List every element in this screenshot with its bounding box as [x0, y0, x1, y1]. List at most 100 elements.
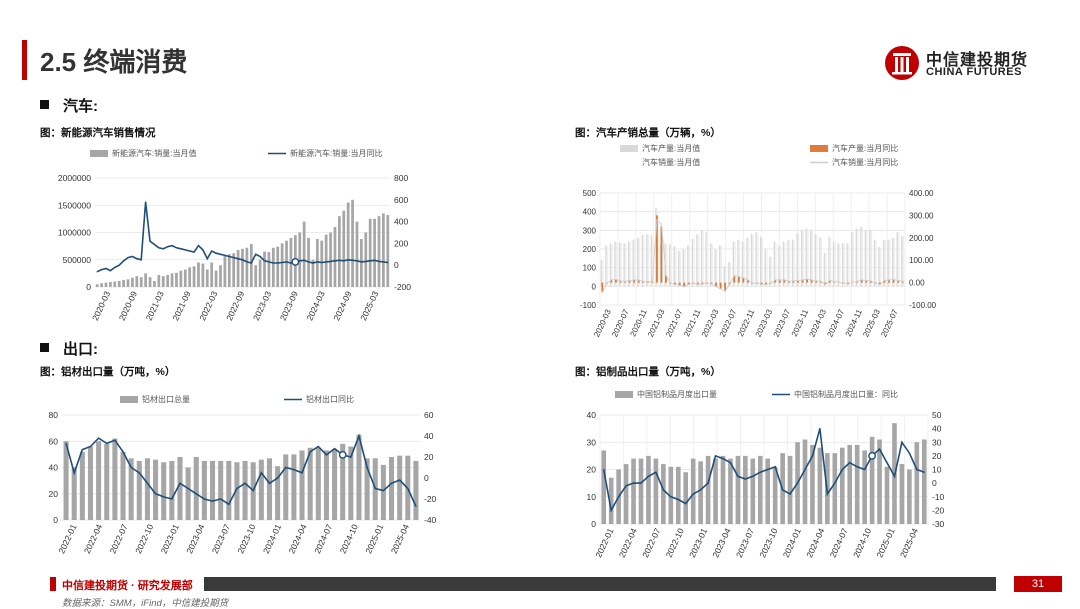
bar-al-products [900, 464, 905, 524]
bar-al-products [915, 442, 920, 524]
x-tick-label: 2024-04 [286, 522, 308, 555]
legend-swatch [615, 391, 633, 398]
line-al-export-yoy-point [212, 501, 213, 502]
bar-auto-production [619, 242, 620, 286]
y-tick-right: 40 [932, 424, 942, 434]
y-tick-left: 0 [591, 519, 596, 529]
chart-al-products: 40302010050403020100-10-20-30中国铝制品月度出口量中… [570, 380, 970, 570]
bar-auto-production [869, 230, 870, 286]
bar-nev-sales [224, 256, 227, 287]
y-tick-right: 30 [932, 437, 942, 447]
line-nev-yoy-point [189, 250, 190, 251]
line-al-export-yoy-point [407, 488, 408, 489]
line-auto-sales-yoy-point [770, 283, 771, 284]
bar-nev-sales [351, 200, 354, 287]
bar-auto-sales [812, 231, 813, 287]
bar-auto-sales [848, 244, 849, 287]
line-auto-sales-yoy-point [670, 283, 671, 284]
bar-auto-production [719, 245, 720, 286]
bar-auto-production-yoy [811, 280, 813, 282]
line-al-products-yoy-point [685, 503, 686, 504]
bar-auto-sales [857, 229, 858, 286]
bar-auto-sales [693, 239, 694, 286]
line-al-export-yoy-point [98, 438, 99, 439]
legend-swatch [120, 396, 138, 403]
line-nev-yoy-point [330, 261, 331, 262]
line-auto-sales-yoy-point [820, 281, 821, 282]
legend-swatch [90, 150, 108, 157]
y-tick-right: 200.00 [909, 234, 934, 243]
y-tick-right: 50 [932, 410, 942, 420]
bar-auto-production [874, 240, 875, 287]
line-al-export-yoy-point [391, 483, 392, 484]
line-auto-sales-yoy-point [720, 288, 721, 289]
bar-auto-sales [671, 245, 672, 286]
bar-auto-production [633, 240, 634, 287]
line-al-products-yoy-point [879, 448, 880, 449]
bar-al-export [194, 457, 199, 520]
line-al-export-yoy [66, 436, 416, 506]
x-tick-label: 2023-04 [184, 522, 206, 555]
line-nev-yoy-point [308, 261, 309, 262]
bar-nev-sales [316, 239, 319, 287]
data-source: 数据来源：SMM，iFind，中信建投期货 [62, 595, 228, 609]
bar-auto-sales [675, 247, 676, 287]
bar-auto-production [623, 243, 624, 286]
x-tick-label: 2022-01 [56, 522, 78, 555]
line-al-products-yoy-point [864, 469, 865, 470]
y-tick-right: 0 [394, 260, 399, 270]
bar-nev-sales [347, 203, 350, 287]
line-auto-sales-yoy-point [697, 284, 698, 285]
line-al-export-yoy-point [220, 498, 221, 499]
bar-nev-sales [254, 265, 257, 287]
line-auto-sales-yoy-point [652, 281, 653, 282]
line-al-products-yoy-point [782, 489, 783, 490]
line-al-export-yoy-point [163, 496, 164, 497]
bar-auto-sales [834, 242, 835, 286]
footer-org: 中信建投期货 · 研究发展部 [62, 577, 193, 593]
chart-title-al-export: 图：铝材出口量（万吨，%） [40, 364, 175, 379]
x-tick-label: 2025-03 [358, 289, 380, 322]
bar-auto-sales [885, 240, 886, 286]
x-tick-label: 2022-07 [640, 526, 662, 559]
chart-title-al-products: 图：铝制品出口量（万吨，%） [575, 364, 721, 379]
y-tick-right: -40 [424, 515, 437, 525]
bar-al-products [624, 464, 629, 524]
y-tick-right: 100.00 [909, 256, 934, 265]
line-auto-sales-yoy-point [875, 283, 876, 284]
line-nev-yoy-point [237, 258, 238, 259]
bar-al-export [397, 456, 402, 520]
line-auto-sales-yoy-point [847, 283, 848, 284]
y-tick-left: 500 [583, 189, 597, 198]
line-auto-sales-yoy-point [606, 283, 607, 284]
bar-al-products [691, 459, 696, 524]
x-tick-label: 2024-07 [828, 526, 850, 559]
line-al-products-yoy-point [804, 469, 805, 470]
line-auto-sales-yoy-point [829, 280, 830, 281]
line-al-products-yoy-point [916, 469, 917, 470]
line-nev-yoy-point [211, 250, 212, 251]
line-nev-yoy-point [299, 260, 300, 261]
bar-al-products [803, 440, 808, 524]
line-auto-sales-yoy-point [734, 275, 735, 276]
bar-auto-production-yoy [738, 277, 740, 283]
bar-auto-production [637, 238, 638, 287]
line-auto-sales-yoy-point [816, 280, 817, 281]
line-auto-sales-yoy-point [779, 279, 780, 280]
y-tick-right: -200 [394, 282, 411, 292]
bar-al-export [291, 454, 296, 520]
line-nev-yoy-point [207, 258, 208, 259]
line-al-export-yoy-point [334, 448, 335, 449]
line-nev-yoy-point [132, 256, 133, 257]
line-nev-yoy-point [374, 260, 375, 261]
line-nev-yoy-point [242, 259, 243, 260]
bar-nev-sales [342, 211, 345, 287]
bar-auto-sales [903, 236, 904, 286]
bar-auto-sales [757, 233, 758, 287]
x-tick-label: 2025-04 [389, 522, 411, 555]
y-tick-left: 400 [583, 208, 597, 217]
line-al-products-yoy-point [730, 462, 731, 463]
bar-nev-sales [105, 283, 108, 287]
bar-al-export [324, 450, 329, 520]
bar-nev-sales [334, 227, 337, 287]
